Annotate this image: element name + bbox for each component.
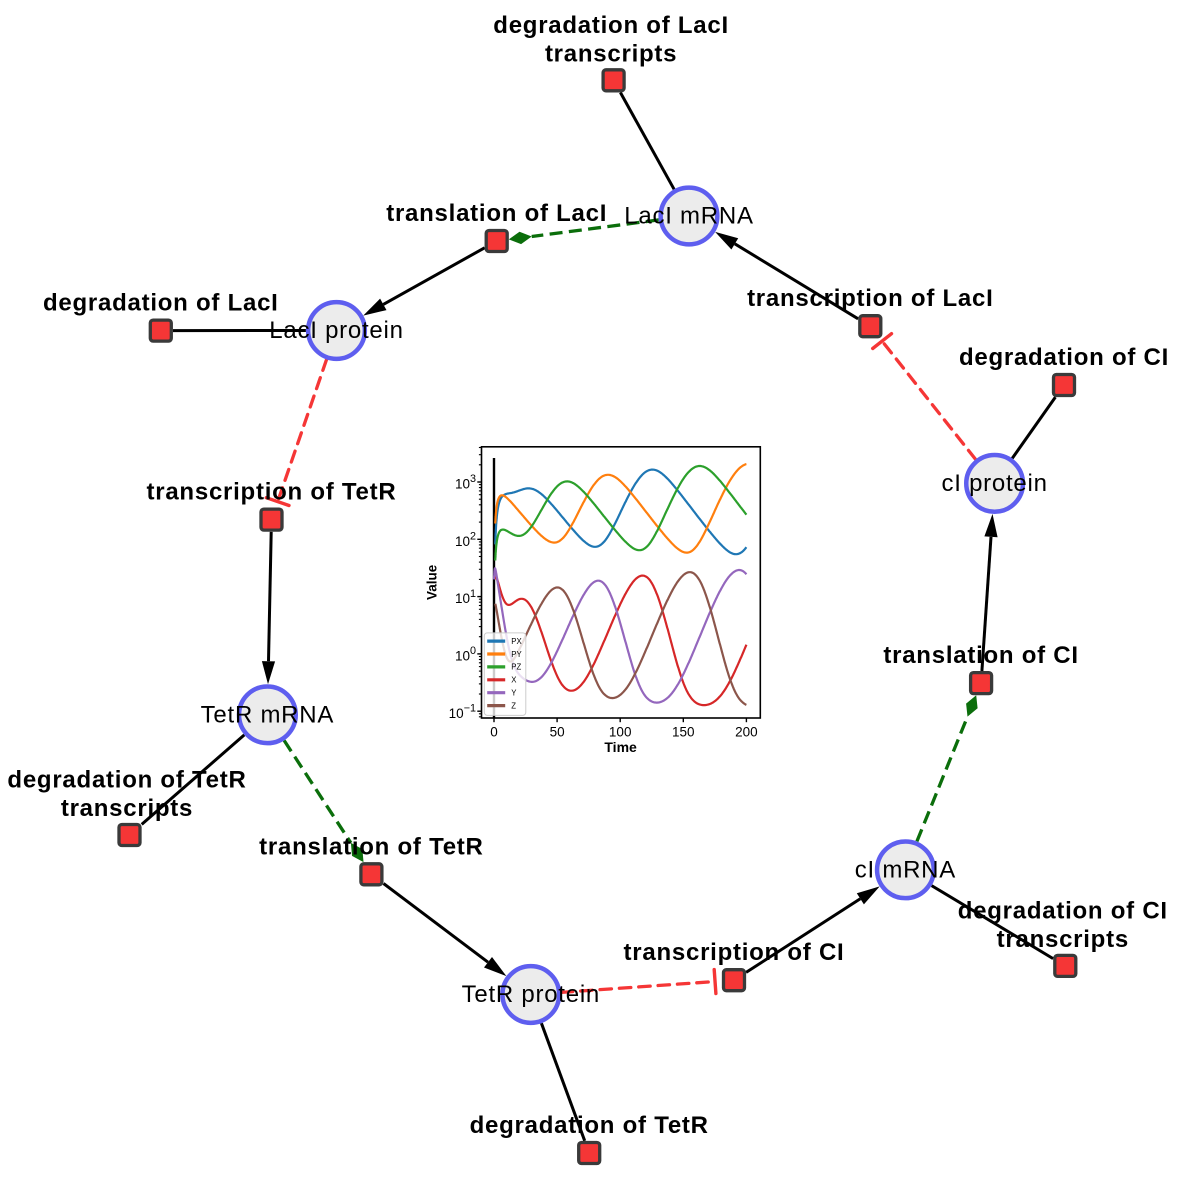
svg-text:degradation of LacI: degradation of LacI — [43, 290, 279, 317]
svg-text:translation of LacI: translation of LacI — [386, 200, 607, 227]
svg-text:LacI mRNA: LacI mRNA — [624, 203, 753, 230]
svg-text:transcripts: transcripts — [545, 40, 677, 67]
svg-text:cI protein: cI protein — [941, 470, 1047, 497]
svg-text:translation of CI: translation of CI — [883, 642, 1078, 669]
svg-text:50: 50 — [550, 725, 565, 740]
svg-text:transcription of TetR: transcription of TetR — [147, 479, 397, 506]
svg-text:cI mRNA: cI mRNA — [855, 856, 956, 883]
svg-text:transcripts: transcripts — [997, 926, 1129, 953]
svg-text:LacI protein: LacI protein — [269, 317, 403, 344]
svg-text:degradation of TetR: degradation of TetR — [7, 767, 246, 794]
svg-text:X: X — [511, 676, 517, 685]
svg-text:100: 100 — [609, 725, 632, 740]
svg-text:150: 150 — [672, 725, 695, 740]
svg-text:TetR protein: TetR protein — [462, 981, 600, 1008]
svg-text:Time: Time — [604, 739, 637, 755]
svg-text:transcription of LacI: transcription of LacI — [747, 285, 993, 312]
svg-text:PX: PX — [511, 637, 522, 646]
svg-text:PY: PY — [511, 650, 522, 659]
svg-text:Z: Z — [511, 701, 516, 710]
svg-text:0: 0 — [490, 725, 498, 740]
svg-text:200: 200 — [735, 725, 758, 740]
svg-text:transcripts: transcripts — [61, 795, 193, 822]
svg-text:TetR mRNA: TetR mRNA — [201, 701, 334, 728]
svg-text:degradation of LacI: degradation of LacI — [493, 12, 729, 39]
svg-text:PZ: PZ — [511, 663, 521, 672]
svg-text:transcription of CI: transcription of CI — [624, 939, 845, 966]
svg-text:degradation of CI: degradation of CI — [958, 897, 1168, 924]
svg-text:Y: Y — [511, 689, 517, 698]
svg-text:translation of TetR: translation of TetR — [259, 833, 483, 860]
svg-text:Value: Value — [425, 564, 440, 600]
svg-text:degradation of TetR: degradation of TetR — [470, 1112, 709, 1139]
svg-text:degradation of CI: degradation of CI — [959, 344, 1169, 371]
